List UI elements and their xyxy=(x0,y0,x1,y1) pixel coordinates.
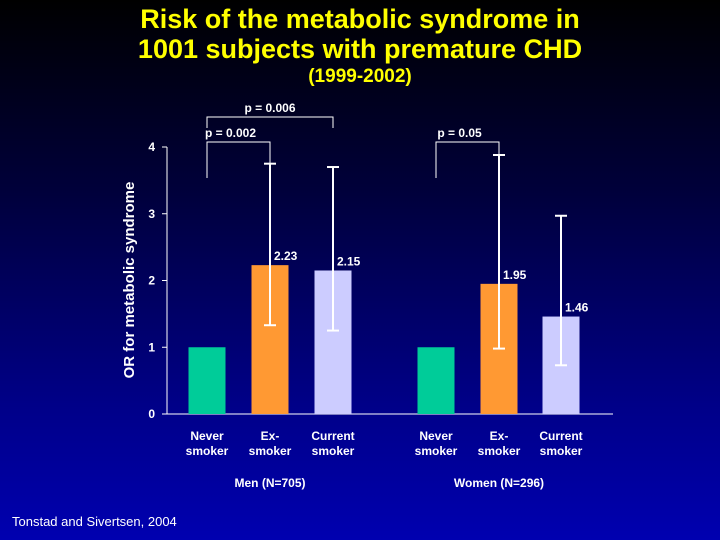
data-label: 1.95 xyxy=(503,268,527,282)
y-tick-label: 4 xyxy=(148,140,155,154)
category-label: smoker xyxy=(415,444,458,458)
category-label: Never xyxy=(419,429,453,443)
p-value-label: p = 0.05 xyxy=(437,126,482,140)
y-tick-label: 0 xyxy=(148,407,155,421)
y-axis-label: OR for metabolic syndrome xyxy=(121,182,138,379)
group-label: Men (N=705) xyxy=(234,476,305,490)
category-label: smoker xyxy=(478,444,521,458)
category-label: Ex- xyxy=(261,429,280,443)
category-label: Ex- xyxy=(490,429,509,443)
category-label: smoker xyxy=(249,444,292,458)
data-label: 2.23 xyxy=(274,249,298,263)
y-tick-label: 3 xyxy=(148,207,155,221)
chart-subtitle: (1999-2002) xyxy=(308,66,412,87)
category-label: smoker xyxy=(186,444,229,458)
data-label: 1.46 xyxy=(565,301,589,315)
category-label: Current xyxy=(539,429,582,443)
source-citation: Tonstad and Sivertsen, 2004 xyxy=(12,514,177,529)
title-line-2: 1001 subjects with premature CHD xyxy=(137,34,583,64)
category-label: smoker xyxy=(312,444,355,458)
significance-bracket xyxy=(206,141,271,178)
category-label: Never xyxy=(190,429,224,443)
group-label: Women (N=296) xyxy=(454,476,544,490)
chart-title: Risk of the metabolic syndrome in 1001 s… xyxy=(0,4,720,64)
data-label: 2.15 xyxy=(337,254,361,268)
bar xyxy=(417,347,455,414)
p-value-label: p = 0.006 xyxy=(244,101,295,115)
category-label: smoker xyxy=(540,444,583,458)
p-value-label: p = 0.002 xyxy=(205,126,256,140)
title-line-1: Risk of the metabolic syndrome in xyxy=(140,4,580,34)
category-label: Current xyxy=(311,429,354,443)
y-tick-label: 1 xyxy=(148,340,155,354)
y-tick-label: 2 xyxy=(148,274,155,288)
significance-bracket xyxy=(206,116,334,128)
significance-bracket xyxy=(435,141,500,178)
bar xyxy=(188,347,226,414)
